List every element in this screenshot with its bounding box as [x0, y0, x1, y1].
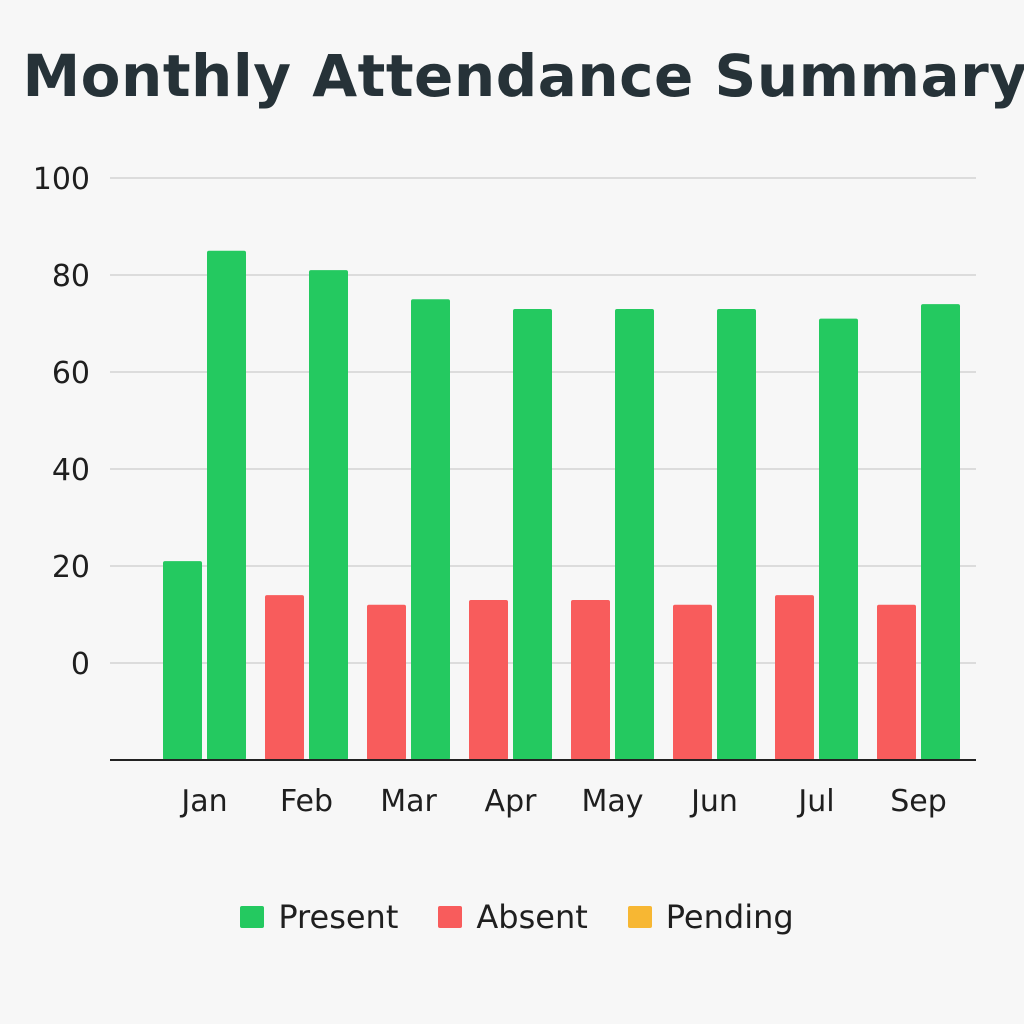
x-tick-label: Mar: [380, 784, 437, 819]
bar-absent-jul: [775, 595, 814, 760]
y-tick-label: 80: [52, 259, 90, 294]
bar-present-apr: [513, 308, 552, 760]
y-tick-label: 20: [52, 550, 90, 585]
bar-absent-may: [571, 599, 610, 760]
y-tick-label: 60: [52, 356, 90, 391]
legend-item-absent: Absent: [438, 898, 588, 936]
bar-absent-jun: [673, 604, 712, 760]
legend-item-present: Present: [240, 898, 398, 936]
bar-present-feb: [309, 270, 348, 760]
bar-present-jul: [819, 318, 858, 760]
x-tick-label: Jun: [689, 784, 738, 819]
legend-label: Pending: [665, 898, 794, 936]
x-tick-label: Jul: [796, 784, 834, 819]
x-tick-label: May: [581, 784, 643, 819]
legend-swatch: [438, 906, 463, 928]
y-tick-label: 0: [71, 647, 90, 682]
y-tick-label: 40: [52, 453, 90, 488]
legend-label: Absent: [476, 898, 588, 936]
bar-absent-feb: [265, 595, 304, 760]
bar-absent-mar: [367, 604, 406, 760]
legend-label: Present: [278, 898, 399, 936]
x-axis-labels: Jan Feb Mar Apr May Jun Jul Sep: [179, 784, 946, 819]
bar-present-jun: [717, 308, 756, 760]
x-tick-label: Feb: [280, 784, 333, 819]
bar-present-may: [615, 308, 654, 760]
x-tick-label: Sep: [890, 784, 947, 819]
x-tick-label: Apr: [485, 784, 538, 819]
bar-present-mar: [411, 299, 450, 760]
legend-swatch: [627, 906, 652, 928]
bar-present-jan: [207, 250, 246, 760]
y-tick-label: 100: [33, 162, 90, 197]
bar-present-jan-extra: [163, 561, 202, 760]
x-tick-label: Jan: [179, 784, 227, 819]
chart-title: Monthly Attendance Summary: [22, 42, 1024, 110]
bar-absent-sep: [877, 604, 916, 760]
legend: Present Absent Pending: [0, 898, 1024, 936]
legend-swatch: [240, 906, 265, 928]
bar-absent-apr: [469, 599, 508, 760]
bar-present-sep: [921, 304, 960, 760]
legend-item-pending: Pending: [627, 898, 794, 936]
bars: [163, 250, 960, 760]
y-axis-ticks: 100 80 60 40 20 0: [33, 162, 90, 682]
